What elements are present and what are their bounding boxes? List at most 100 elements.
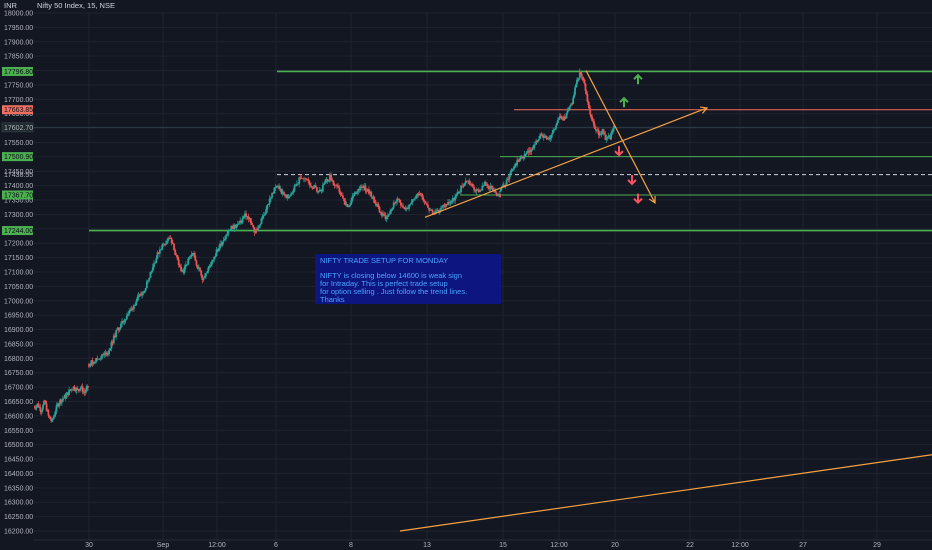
candle-body xyxy=(360,186,363,188)
candle-body xyxy=(596,129,598,131)
candle-body xyxy=(295,183,298,186)
candle-body xyxy=(106,354,109,356)
y-tick-label: 16200.00 xyxy=(4,529,33,536)
arrow-down-icon[interactable] xyxy=(614,146,624,157)
candle-body xyxy=(111,341,114,344)
trend-line[interactable] xyxy=(399,454,932,532)
candle-body xyxy=(282,191,285,195)
candle-body xyxy=(248,218,251,220)
candle-body xyxy=(279,188,282,190)
candle-body xyxy=(479,189,481,193)
candle-body xyxy=(527,150,530,153)
candle-body xyxy=(608,135,611,137)
symbol-title: Nifty 50 Index, 15, NSE xyxy=(37,1,115,10)
y-tick-label: 17100.00 xyxy=(4,270,33,277)
candle-body xyxy=(79,388,81,391)
candle-body xyxy=(121,321,123,324)
y-tick-label: 16350.00 xyxy=(4,485,33,492)
note-line-3: for option selling . Just follow the tre… xyxy=(320,287,467,296)
candle-body xyxy=(442,204,445,207)
y-tick-label: 17300.00 xyxy=(4,212,33,219)
candle-body xyxy=(48,415,51,417)
candle-body xyxy=(359,186,362,191)
arrow-up-icon[interactable] xyxy=(619,96,629,108)
trend-line[interactable] xyxy=(424,107,708,218)
trade-setup-note[interactable]: NIFTY TRADE SETUP FOR MONDAY NIFTY is cl… xyxy=(315,254,501,304)
arrow-down-icon[interactable] xyxy=(627,174,637,186)
candle-body xyxy=(227,231,230,234)
candle-body xyxy=(52,416,55,419)
candle-body xyxy=(351,196,354,201)
candle-body xyxy=(592,120,594,122)
candle-body xyxy=(571,103,574,105)
candle-body xyxy=(231,226,233,229)
candle-body xyxy=(406,207,409,209)
candle-body xyxy=(461,185,464,187)
candle-body xyxy=(219,243,221,249)
candle-body xyxy=(586,94,589,102)
candle-body xyxy=(155,258,158,263)
candle-body xyxy=(110,341,113,349)
y-tick-label: 16450.00 xyxy=(4,457,33,464)
candle-body xyxy=(336,184,338,187)
candle-body xyxy=(576,79,578,85)
arrow-up-icon[interactable] xyxy=(633,73,643,85)
candle-body xyxy=(604,134,607,140)
candle-body xyxy=(539,133,542,136)
candle-body xyxy=(61,399,63,403)
candle-body xyxy=(258,225,260,229)
trend-line[interactable] xyxy=(585,70,656,204)
candle-body xyxy=(112,335,115,344)
candle-body xyxy=(492,187,494,192)
candle-body xyxy=(259,224,262,226)
candle-body xyxy=(610,133,613,140)
y-tick-label: 17550.00 xyxy=(4,140,33,147)
candle-body xyxy=(252,225,255,228)
candle-body xyxy=(370,191,373,197)
candle-body xyxy=(220,243,223,246)
price-badge: 17367.70 xyxy=(2,190,33,200)
price-badge: 17602.70 xyxy=(1,122,33,133)
candle-body xyxy=(555,125,557,129)
candle-body xyxy=(286,194,289,199)
y-tick-label: 16950.00 xyxy=(4,313,33,320)
candle-body xyxy=(223,238,226,241)
candle-body xyxy=(206,271,209,274)
candle-body xyxy=(512,168,515,170)
arrow-down-icon[interactable] xyxy=(633,193,643,205)
candle-body xyxy=(181,270,184,272)
candle-body xyxy=(388,214,390,216)
candle-body xyxy=(284,194,286,197)
candle-body xyxy=(414,198,416,200)
candle-body xyxy=(144,287,147,291)
candle-body xyxy=(559,116,562,117)
candle-body xyxy=(105,352,108,356)
candle-body xyxy=(306,179,309,180)
x-tick-label: 15 xyxy=(499,542,507,549)
candle-body xyxy=(153,263,155,268)
y-tick-label: 16400.00 xyxy=(4,471,33,478)
price-level-label: 17796.80 xyxy=(4,69,33,76)
candle-body xyxy=(482,185,485,187)
candle-body xyxy=(425,203,428,205)
candle-body xyxy=(462,185,465,187)
y-axis: 16200.00 16250.00 16300.00 16350.00 16400.00… xyxy=(4,11,33,536)
candle-body xyxy=(529,150,532,153)
candle-body xyxy=(471,184,474,187)
candle-body xyxy=(390,209,393,212)
trend-arrowhead xyxy=(648,195,656,205)
candle-body xyxy=(520,156,523,158)
candle-body xyxy=(243,213,246,217)
candle-body xyxy=(292,190,295,193)
candle-body xyxy=(514,163,517,168)
candle-body xyxy=(398,199,401,203)
x-tick-label: Sep xyxy=(157,542,170,549)
candle-body xyxy=(542,136,545,138)
candle-body xyxy=(44,401,47,404)
candle-body xyxy=(179,265,181,267)
candle-body xyxy=(157,252,160,254)
candle-body xyxy=(75,388,78,392)
candle-body xyxy=(182,270,185,273)
